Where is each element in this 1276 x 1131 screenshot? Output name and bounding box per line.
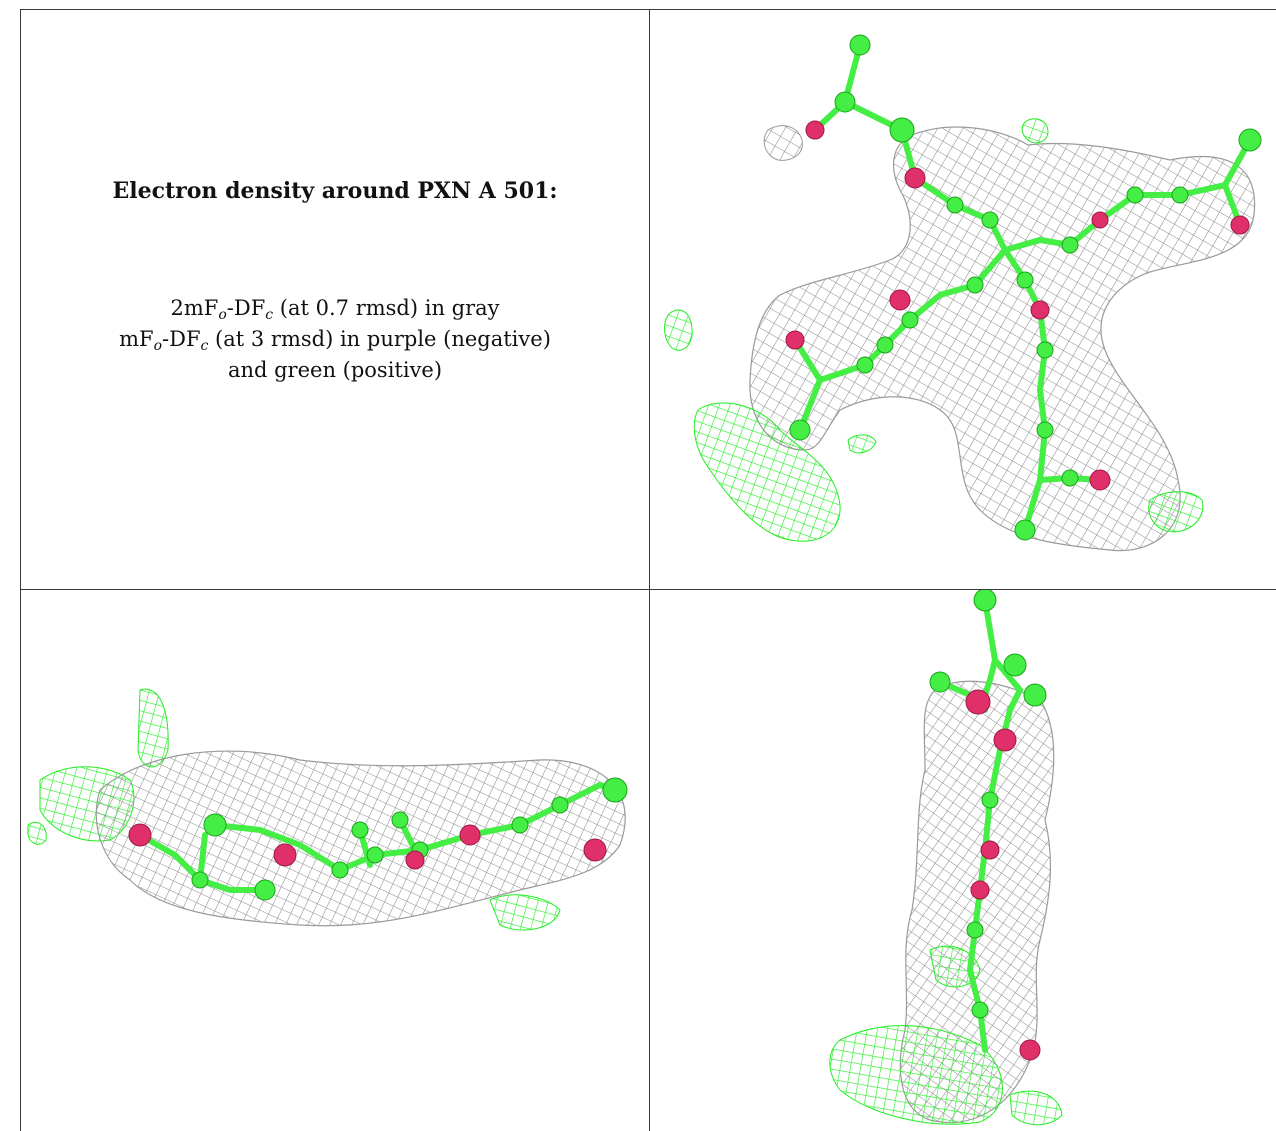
green-density-spike <box>137 688 169 768</box>
green-density-blob-3 <box>664 309 693 351</box>
oxygen-atoms-side <box>128 823 607 870</box>
panel-side-view <box>0 590 649 1131</box>
green-density-blob-2 <box>1148 491 1204 533</box>
density-end-view-render <box>829 590 1063 1126</box>
legend-fofc-line: mFo-DFc (at 3 rmsd) in purple (negative) <box>119 327 551 354</box>
gray-density-mesh <box>749 126 1256 552</box>
density-side-view-render <box>27 688 628 931</box>
carbon-atoms-side <box>191 777 628 901</box>
caption-legend: 2mFo-DFc (at 0.7 rmsd) in gray mFo-DFc (… <box>21 293 649 386</box>
panel-top-view <box>650 10 1276 589</box>
panel-end-view <box>650 590 1276 1131</box>
green-density-mid <box>929 945 981 988</box>
gray-density-small-blob <box>763 125 803 161</box>
legend-2fofc-line: 2mFo-DFc (at 0.7 rmsd) in gray <box>170 296 500 323</box>
green-density-right <box>1009 1090 1063 1126</box>
green-density-bottom <box>829 1025 1003 1125</box>
grid-top-border <box>20 9 1276 10</box>
density-top-view-render <box>664 34 1262 552</box>
green-density-blob-1 <box>693 402 841 542</box>
green-density-tail <box>489 894 561 931</box>
green-density-blob-4 <box>1021 118 1049 144</box>
carbon-atoms <box>789 34 1262 541</box>
carbon-atoms-end <box>929 590 1047 1019</box>
oxygen-atoms <box>785 120 1250 491</box>
grid-left-border <box>20 9 21 1131</box>
oxygen-atoms-end <box>965 689 1041 1061</box>
legend-positive-line: and green (positive) <box>227 358 443 382</box>
grid-middle-horizontal <box>20 589 1276 590</box>
caption-heading: Electron density around PXN A 501: <box>112 178 558 204</box>
green-density-blob-5 <box>847 434 877 454</box>
grid-middle-vertical <box>649 9 650 1131</box>
caption-cell: Electron density around PXN A 501: 2mFo-… <box>21 10 649 589</box>
green-density-small <box>27 821 47 845</box>
